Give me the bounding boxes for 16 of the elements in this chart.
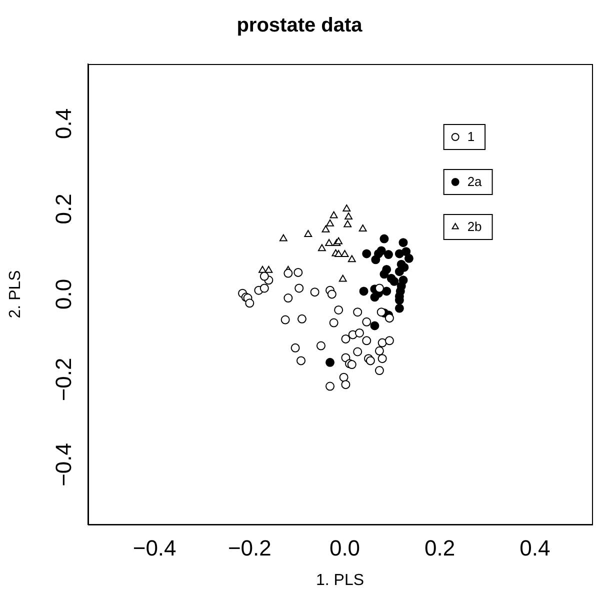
legend-label: 2b [467,219,482,234]
x-tick-label: 0.2 [424,536,456,561]
chart-title: prostate data [236,14,364,37]
x-tick-label: −0.4 [132,536,176,561]
legend-label: 2a [467,174,483,190]
x-axis-title: 1. PLS [316,572,364,589]
legend-label: 1 [467,129,475,144]
x-tick-label: 0.0 [329,536,360,561]
y-tick-label: 0.0 [51,278,76,310]
y-axis-title: 2. PLS [7,270,24,318]
x-tick-label: −0.2 [228,536,272,561]
y-tick-label: −0.4 [51,443,76,486]
x-tick-label: 0.4 [520,536,550,561]
y-tick-label: 0.2 [51,194,76,224]
y-tick-label: −0.2 [51,358,76,402]
y-tick-label: 0.4 [51,108,76,139]
